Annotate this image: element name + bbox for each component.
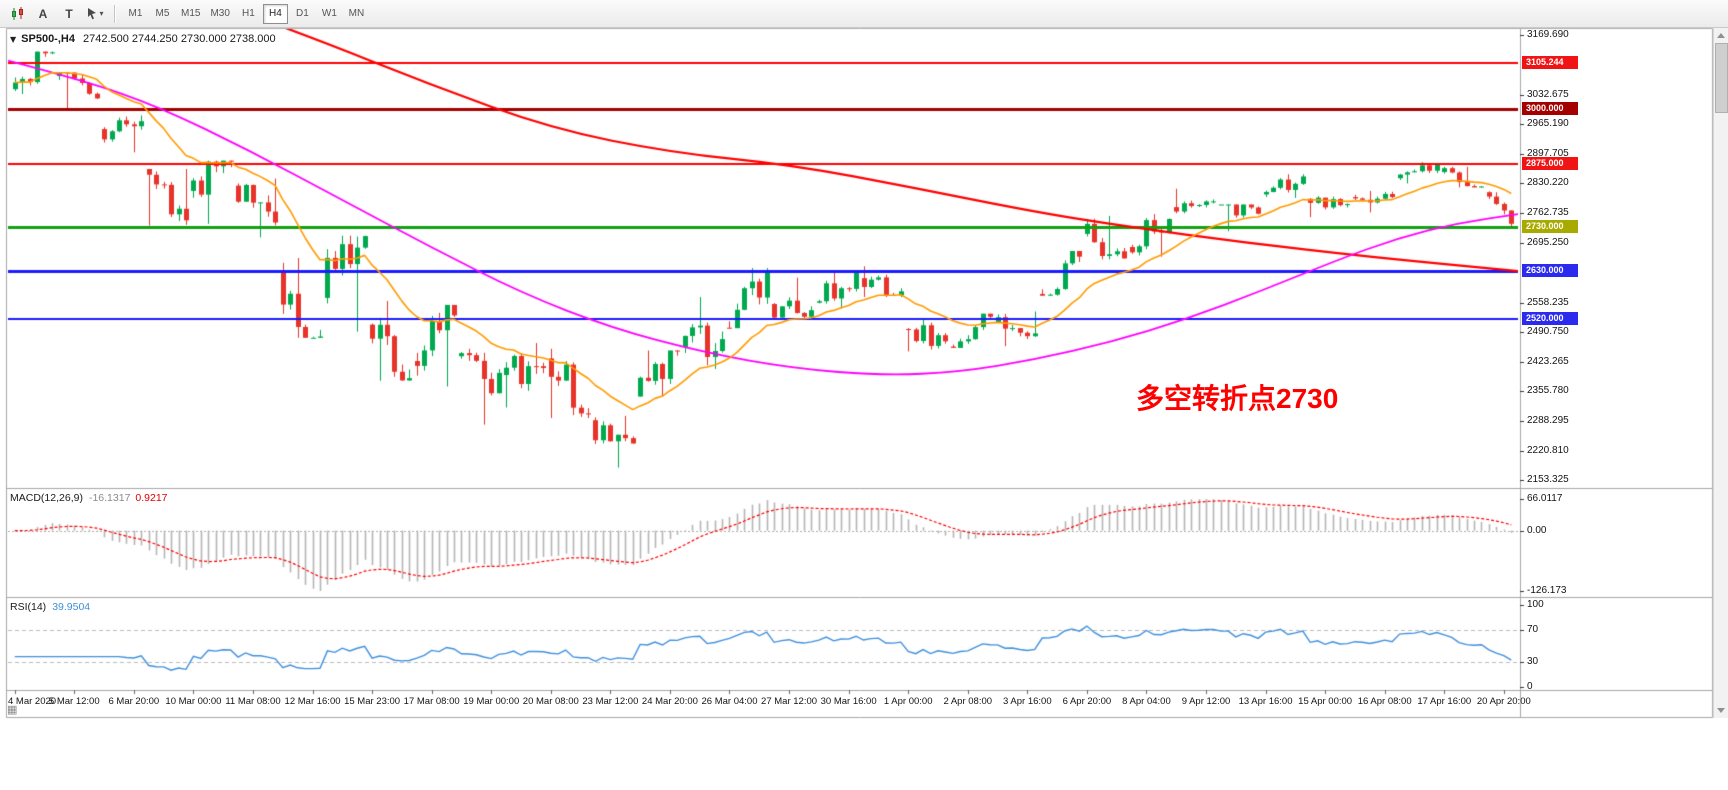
timeframe-button-W1[interactable]: W1: [321, 8, 337, 19]
chart-dropdown-icon[interactable]: ▼: [10, 35, 17, 44]
price-axis-tick-label: 3169.690: [1527, 28, 1569, 40]
chart-symbol-period: SP500-,H4: [21, 33, 75, 45]
time-axis-label: 6 Mar 20:00: [108, 696, 160, 707]
vertical-scrollbar[interactable]: [1713, 28, 1728, 718]
scrollbar-down-arrow[interactable]: [1717, 708, 1725, 713]
price-axis-tick-label: 2220.810: [1527, 444, 1569, 456]
price-axis-tick-label: 2558.235: [1527, 296, 1569, 308]
price-axis-tick-label: 2490.750: [1527, 326, 1569, 338]
macd-axis-label: 66.0117: [1527, 493, 1563, 504]
chart-window-icon[interactable]: [5, 2, 29, 26]
price-level-label: 3000.000: [1522, 101, 1578, 115]
macd-axis-label: -126.173: [1527, 585, 1567, 596]
timeframe-button-M30[interactable]: M30: [210, 8, 230, 19]
time-axis-label: 19 Mar 00:00: [463, 696, 520, 707]
timeframe-button-MN[interactable]: MN: [348, 8, 365, 19]
price-level-label: 2520.000: [1522, 312, 1578, 326]
time-axis-label: 5 Mar 12:00: [48, 696, 100, 707]
timeframe-button-H4[interactable]: H4: [262, 3, 288, 24]
macd-indicator-label: MACD(12,26,9) -16.1317 0.9217: [10, 492, 168, 504]
dropdown-arrow-icon: ▾: [99, 9, 104, 18]
time-axis-label: 4 Mar 2020: [8, 696, 57, 707]
toolbar: A T ▾ M1 M5 M15 M30 H1 H4 D1 W1 MN: [0, 0, 1728, 28]
price-axis-tick-label: 2830.220: [1527, 177, 1569, 189]
price-axis-tick-label: 2897.705: [1527, 147, 1569, 159]
price-axis-tick-label: 2423.265: [1527, 355, 1569, 367]
timeframe-button-M1[interactable]: M1: [128, 8, 143, 19]
price-level-label: 3105.244: [1522, 55, 1578, 69]
timeframe-button-H1[interactable]: H1: [242, 8, 255, 19]
time-axis-label: 6 Apr 20:00: [1062, 696, 1112, 707]
timeframe-button-D1[interactable]: D1: [296, 8, 309, 19]
time-axis-label: 17 Mar 08:00: [403, 696, 460, 707]
chart-title: ▼ SP500-,H4 2742.500 2744.250 2730.000 273…: [10, 33, 276, 45]
time-axis-label: 1 Apr 00:00: [883, 696, 933, 707]
macd-name: MACD(12,26,9): [10, 492, 83, 504]
chart-ohlc-values: 2742.500 2744.250 2730.000 2738.000: [82, 33, 276, 45]
time-axis-label: 15 Mar 23:00: [344, 696, 401, 707]
time-axis-label: 10 Mar 00:00: [165, 696, 222, 707]
price-axis-tick-label: 3032.675: [1527, 88, 1569, 100]
price-axis-tick-label: 2695.250: [1527, 236, 1569, 248]
timeframe-button-M15[interactable]: M15: [181, 8, 201, 19]
time-axis-label: 26 Mar 04:00: [701, 696, 758, 707]
rsi-name: RSI(14): [10, 601, 47, 613]
text-tool-icon[interactable]: T: [65, 6, 73, 21]
price-level-label: 2875.000: [1522, 156, 1578, 170]
timeframe-button-M5[interactable]: M5: [155, 8, 170, 19]
price-level-label: 2630.000: [1522, 264, 1578, 278]
rsi-indicator-label: RSI(14) 39.9504: [10, 601, 90, 613]
macd-signal-value: 0.9217: [135, 492, 168, 504]
time-axis-grid-icon[interactable]: ▦: [7, 703, 18, 716]
price-axis-tick-label: 2288.295: [1527, 414, 1569, 426]
time-axis-label: 9 Apr 12:00: [1181, 696, 1231, 707]
rsi-axis-label: 70: [1527, 623, 1539, 635]
time-axis-label: 8 Apr 04:00: [1122, 696, 1171, 707]
price-axis-tick-label: 2762.735: [1527, 206, 1569, 218]
time-axis-label: 17 Apr 16:00: [1417, 696, 1472, 707]
toolbar-icon-group: A T ▾: [4, 2, 108, 26]
price-axis-tick-label: 2355.780: [1527, 385, 1569, 397]
macd-axis-label: 0.00: [1527, 524, 1547, 536]
time-axis-label: 15 Apr 00:00: [1298, 696, 1353, 707]
time-axis-label: 23 Mar 12:00: [582, 696, 639, 707]
scrollbar-thumb[interactable]: [1715, 43, 1728, 113]
price-axis-tick-label: 2965.190: [1527, 118, 1569, 130]
rsi-axis-label: 0: [1527, 681, 1533, 692]
price-axis-tick-label: 2153.325: [1527, 474, 1569, 486]
chart-annotation-text[interactable]: 多空转折点2730: [1136, 383, 1339, 414]
macd-main-value: -16.1317: [88, 492, 131, 504]
cursor-tool-icon[interactable]: ▾: [83, 2, 107, 26]
time-axis-label: 2 Apr 08:00: [943, 696, 993, 707]
rsi-axis-label: 30: [1527, 656, 1539, 668]
rsi-value: 39.9504: [52, 601, 91, 613]
time-axis-label: 30 Mar 16:00: [820, 696, 877, 707]
time-axis-label: 16 Apr 08:00: [1357, 696, 1412, 707]
time-axis-label: 20 Apr 20:00: [1476, 696, 1531, 707]
time-axis-label: 13 Apr 16:00: [1238, 696, 1293, 707]
time-axis-label: 12 Mar 16:00: [284, 696, 341, 707]
timeframe-toolbar: M1 M5 M15 M30 H1 H4 D1 W1 MN: [122, 3, 370, 24]
time-axis-label: 3 Apr 16:00: [1003, 696, 1052, 707]
time-axis-label: 27 Mar 12:00: [761, 696, 818, 707]
toolbar-separator: [114, 4, 116, 23]
price-level-label: 2730.000: [1522, 220, 1578, 234]
scrollbar-up-arrow[interactable]: [1717, 33, 1725, 38]
time-axis-label: 11 Mar 08:00: [225, 696, 281, 707]
time-axis-label: 24 Mar 20:00: [641, 696, 698, 707]
time-axis-label: 20 Mar 08:00: [522, 696, 579, 707]
rsi-axis-label: 100: [1527, 599, 1544, 610]
font-tool-icon[interactable]: A: [38, 6, 48, 21]
